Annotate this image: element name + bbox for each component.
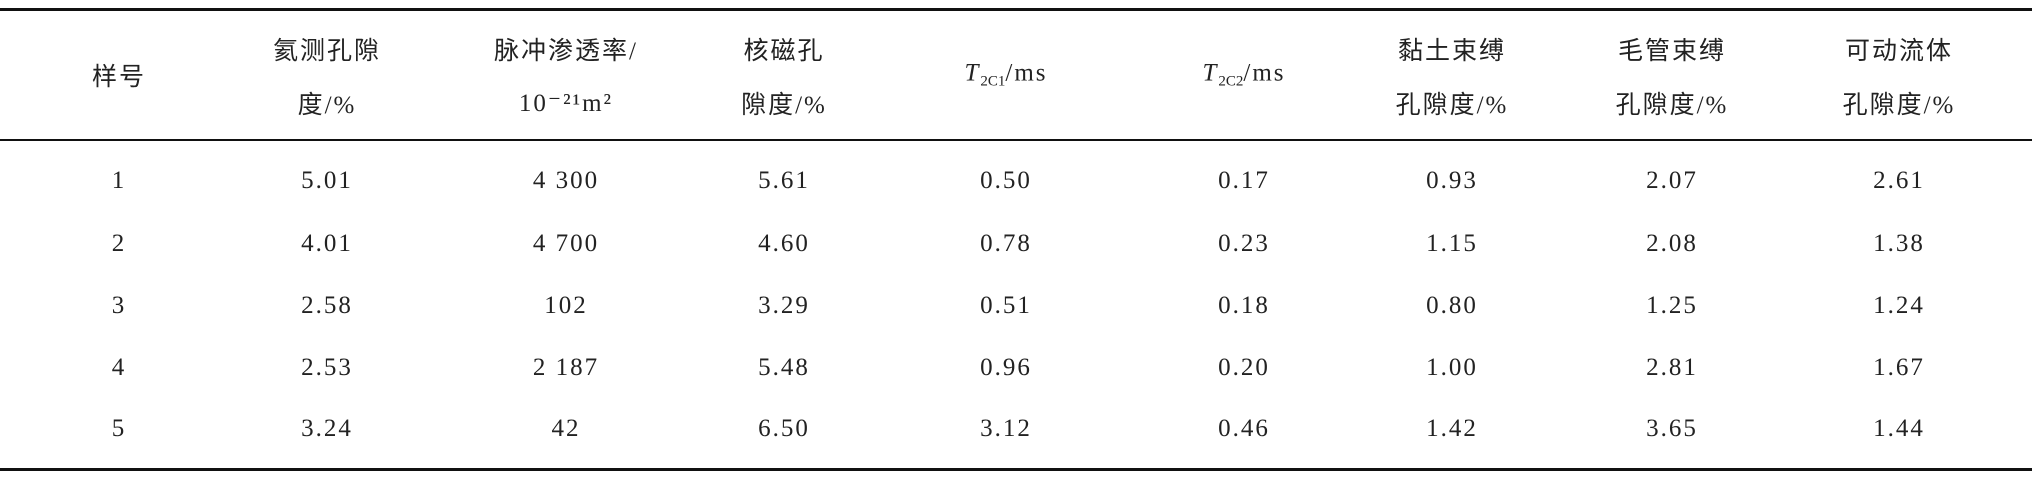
table-cell: 0.78 <box>980 230 1032 257</box>
table-cell: 0.96 <box>980 354 1032 381</box>
table-cell: 5.61 <box>758 167 810 194</box>
table-cell: 1 <box>111 167 127 194</box>
header-cell: 氦测孔隙 <box>272 38 382 65</box>
header-unit: /ms <box>1005 59 1048 87</box>
header-cell: 孔隙度/% <box>1395 92 1509 119</box>
table-cell: 0.93 <box>1426 167 1478 194</box>
table-cell: 2 <box>111 230 127 257</box>
header-symbol: T <box>1202 59 1219 87</box>
table-cell: 2.81 <box>1646 354 1698 381</box>
header-cell: 脉冲渗透率/ <box>494 38 638 65</box>
header-unit: /ms <box>1243 59 1286 87</box>
header-cell: 孔隙度/% <box>1842 92 1956 119</box>
table-cell: 3.29 <box>758 292 810 319</box>
table-cell: 3 <box>111 292 127 319</box>
table-cell: 4 300 <box>532 167 600 194</box>
table-cell: 3.12 <box>980 415 1032 442</box>
table-cell: 1.67 <box>1873 354 1925 381</box>
table-cell: 0.51 <box>980 292 1032 319</box>
table-cell: 5 <box>111 415 127 442</box>
table-cell: 5.01 <box>301 167 353 194</box>
table-cell: 1.42 <box>1426 415 1478 442</box>
header-cell: T2C1/ms <box>964 60 1047 91</box>
header-cell: 孔隙度/% <box>1615 92 1729 119</box>
table-cell: 0.17 <box>1218 167 1270 194</box>
table-cell: 2.53 <box>301 354 353 381</box>
table-cell: 0.46 <box>1218 415 1270 442</box>
table-cell: 42 <box>551 415 581 442</box>
table-cell: 4 <box>111 354 127 381</box>
table-cell: 1.44 <box>1873 415 1925 442</box>
table-cell: 4.60 <box>758 230 810 257</box>
table-cell: 0.18 <box>1218 292 1270 319</box>
table-cell: 5.48 <box>758 354 810 381</box>
header-cell: 黏土束缚 <box>1397 38 1507 65</box>
header-cell: 核磁孔 <box>743 38 825 65</box>
table-cell: 1.25 <box>1646 292 1698 319</box>
header-cell: 度/% <box>297 92 357 119</box>
table-cell: 4.01 <box>301 230 353 257</box>
header-subscript: 2C1 <box>980 73 1006 90</box>
table-cell: 6.50 <box>758 415 810 442</box>
table-cell: 0.80 <box>1426 292 1478 319</box>
table-cell: 0.20 <box>1218 354 1270 381</box>
table-cell: 1.24 <box>1873 292 1925 319</box>
header-cell: T2C2/ms <box>1202 60 1285 91</box>
header-cell: 10⁻²¹m² <box>518 90 614 117</box>
table-cell: 1.00 <box>1426 354 1478 381</box>
top-rule <box>0 8 2032 11</box>
header-cell: 隙度/% <box>741 92 827 119</box>
header-cell: 样号 <box>91 64 147 91</box>
table-cell: 2.07 <box>1646 167 1698 194</box>
table-cell: 0.23 <box>1218 230 1270 257</box>
table-cell: 2 187 <box>532 354 600 381</box>
table-cell: 1.15 <box>1426 230 1478 257</box>
header-cell: 可动流体 <box>1844 38 1954 65</box>
table-cell: 3.24 <box>301 415 353 442</box>
table-cell: 4 700 <box>532 230 600 257</box>
bottom-rule <box>0 468 2032 471</box>
header-rule <box>0 139 2032 141</box>
table-cell: 102 <box>544 292 588 319</box>
header-symbol: T <box>964 59 981 87</box>
table-cell: 3.65 <box>1646 415 1698 442</box>
table-cell: 0.50 <box>980 167 1032 194</box>
table-cell: 2.58 <box>301 292 353 319</box>
table-cell: 2.61 <box>1873 167 1925 194</box>
table-cell: 2.08 <box>1646 230 1698 257</box>
header-subscript: 2C2 <box>1218 73 1244 90</box>
table-cell: 1.38 <box>1873 230 1925 257</box>
header-cell: 毛管束缚 <box>1617 38 1727 65</box>
